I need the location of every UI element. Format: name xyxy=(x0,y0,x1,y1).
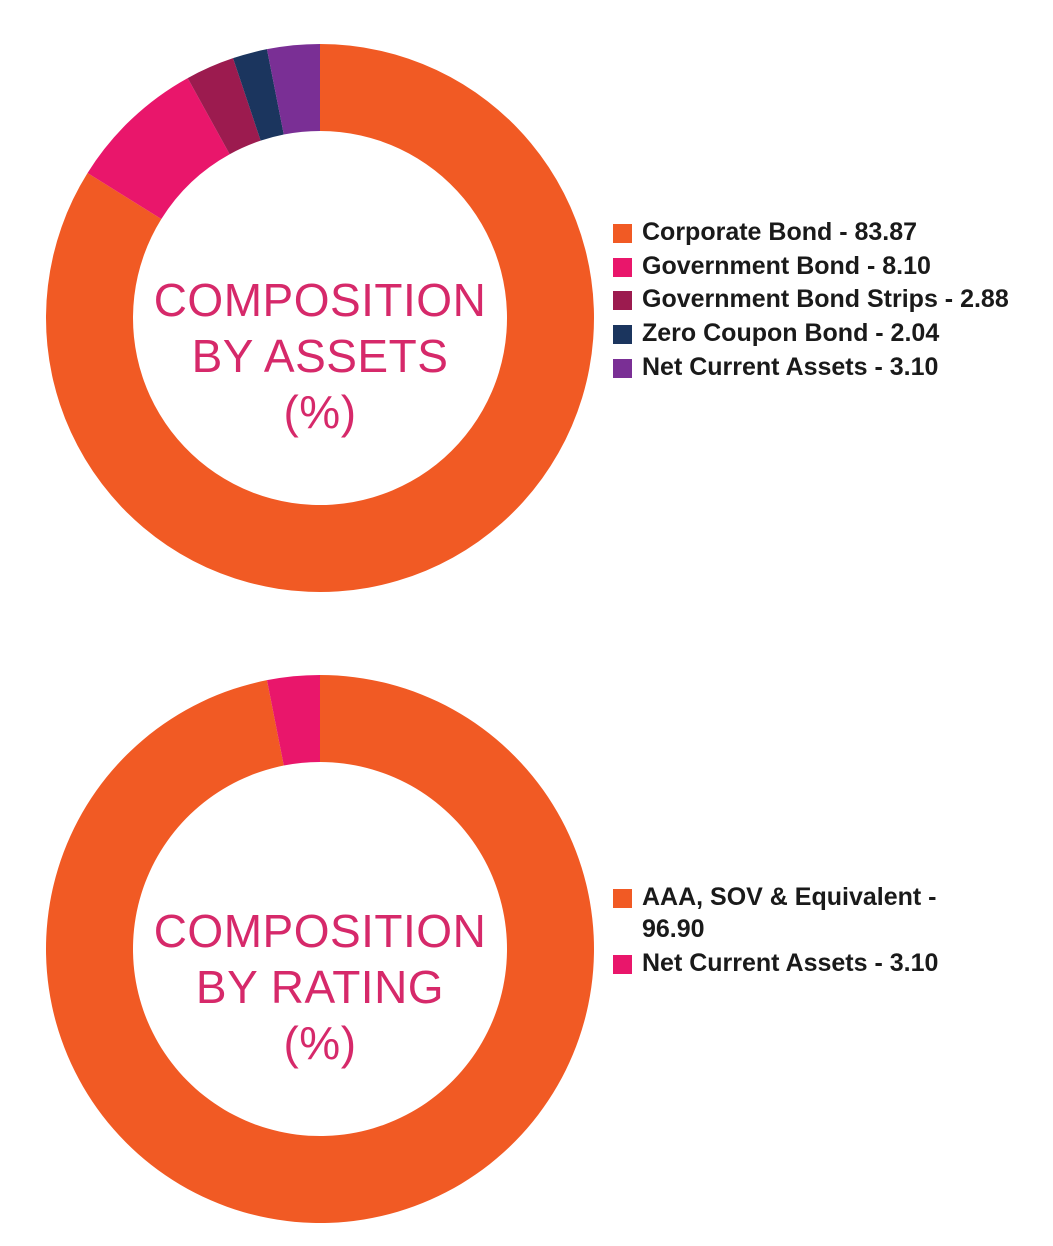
donut-slice-zero-coupon-bond xyxy=(233,49,284,141)
assets-center-line-3: (%) xyxy=(283,386,357,438)
donut-slice-aaa-sov-equivalent xyxy=(46,675,595,1223)
legend-swatch xyxy=(613,257,632,277)
legend-item-corporate-bond: Corporate Bond - 83.87 xyxy=(613,216,1009,250)
donut-slice-corporate-bond xyxy=(46,44,595,592)
legend-label: AAA, SOV & Equivalent - 96.90 xyxy=(642,883,937,943)
donut-slice-net-current-assets xyxy=(266,44,320,135)
legend-item-aaa-sov-equivalent: AAA, SOV & Equivalent - 96.90 xyxy=(613,881,972,945)
rating-center-line-1: COMPOSITION xyxy=(153,905,487,957)
legend-label: Net Current Assets - 3.10 xyxy=(642,352,939,381)
legend-label: Zero Coupon Bond - 2.04 xyxy=(642,319,940,348)
assets-composition-chart: COMPOSITION BY ASSETS (%) Corporate Bond… xyxy=(0,0,1053,620)
rating-center-label: COMPOSITION BY RATING (%) xyxy=(120,903,520,1071)
legend-label: Government Bond - 8.10 xyxy=(642,251,931,280)
assets-center-line-2: BY ASSETS xyxy=(191,330,449,382)
rating-donut xyxy=(46,675,595,1223)
legend-label: Corporate Bond - 83.87 xyxy=(642,218,918,246)
legend-swatch xyxy=(613,325,632,345)
assets-center-line-1: COMPOSITION xyxy=(153,274,487,326)
rating-legend: AAA, SOV & Equivalent - 96.90 Net Curren… xyxy=(613,881,972,981)
legend-swatch xyxy=(613,291,632,311)
legend-item-net-current-assets: Net Current Assets - 3.10 xyxy=(613,351,1009,385)
assets-donut xyxy=(46,44,595,592)
legend-item-net-current-assets: Net Current Assets - 3.10 xyxy=(613,947,972,981)
legend-swatch xyxy=(613,224,632,243)
legend-label: Net Current Assets - 3.10 xyxy=(642,949,939,977)
rating-composition-chart: COMPOSITION BY RATING (%) AAA, SOV & Equ… xyxy=(0,630,1053,1246)
donut-slice-government-bond xyxy=(87,78,230,220)
rating-center-line-2: BY RATING xyxy=(195,961,445,1013)
legend-label: Government Bond Strips - 2.88 xyxy=(642,285,1009,314)
legend-swatch xyxy=(613,955,632,974)
rating-center-line-3: (%) xyxy=(283,1017,357,1069)
legend-item-government-bond: Government Bond - 8.10 xyxy=(613,250,1009,284)
legend-swatch xyxy=(613,889,632,908)
donut-slice-net-current-assets xyxy=(266,675,320,766)
assets-center-label: COMPOSITION BY ASSETS (%) xyxy=(120,272,520,440)
legend-item-zero-coupon-bond: Zero Coupon Bond - 2.04 xyxy=(613,317,1009,351)
legend-item-government-bond-strips: Government Bond Strips - 2.88 xyxy=(613,283,1009,317)
assets-legend: Corporate Bond - 83.87 Government Bond -… xyxy=(613,216,1009,385)
donut-slice-government-bond-strips xyxy=(187,58,261,155)
legend-swatch xyxy=(613,358,632,378)
